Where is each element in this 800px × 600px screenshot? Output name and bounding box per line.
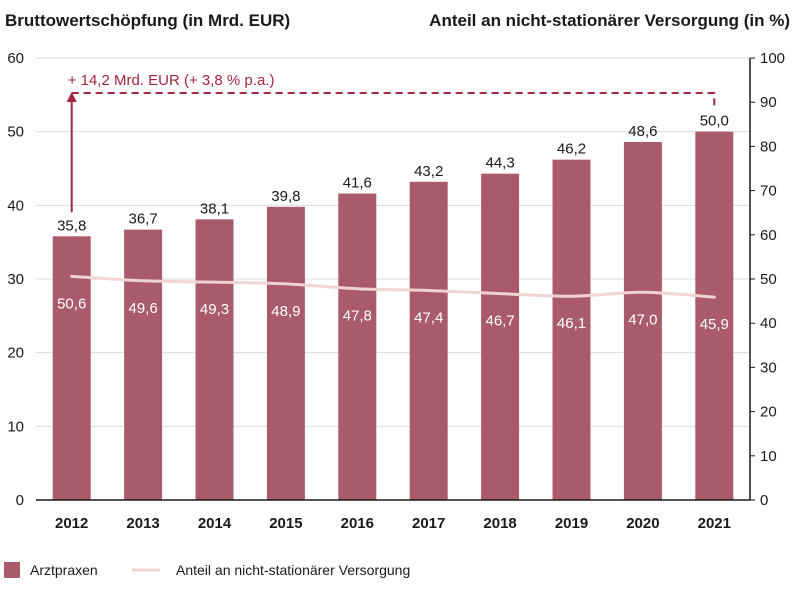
bar-value-label: 44,3	[485, 155, 514, 172]
right-tick-label: 90	[760, 94, 777, 111]
year-label: 2020	[626, 515, 659, 532]
annotation-text: + 14,2 Mrd. EUR (+ 3,8 % p.a.)	[68, 72, 275, 89]
right-tick-label: 100	[760, 50, 785, 67]
left-tick-label: 50	[7, 124, 24, 141]
line-value-label: 47,0	[628, 311, 657, 328]
legend-swatch-arztpraxen	[4, 562, 20, 578]
left-tick-label: 30	[7, 271, 24, 288]
bar	[52, 236, 91, 501]
right-tick-label: 40	[760, 315, 777, 332]
bar	[124, 229, 163, 501]
year-label: 2018	[483, 515, 516, 532]
bar-value-label: 35,8	[57, 217, 86, 234]
year-label: 2013	[126, 515, 159, 532]
left-tick-label: 40	[7, 197, 24, 214]
x-axis-labels: 2012 2013 2014 2015 2016 2017 2018 2019 2020 2021	[55, 515, 731, 532]
annotation-dashed-bracket	[71, 92, 716, 108]
bar	[481, 173, 520, 500]
left-axis-ticks: 0 10 20 30 40 50 60	[7, 50, 24, 509]
line-value-label: 46,7	[485, 313, 514, 330]
bar-series	[52, 131, 734, 501]
bar	[195, 219, 234, 500]
line-value-labels: 50,6 49,6 49,3 48,9 47,8 47,4 46,7 46,1 47,0 45,9	[57, 295, 729, 333]
line-value-label: 46,1	[557, 315, 586, 332]
left-tick-label: 20	[7, 345, 24, 362]
right-tick-label: 50	[760, 271, 777, 288]
legend-label-arztpraxen: Arztpraxen	[30, 562, 98, 578]
left-axis-title: Bruttowertschöpfung (in Mrd. EUR)	[5, 11, 290, 30]
bar-value-label: 39,8	[271, 188, 300, 205]
bar-value-label: 50,0	[700, 113, 729, 130]
bar	[409, 181, 448, 500]
growth-annotation: + 14,2 Mrd. EUR (+ 3,8 % p.a.)	[66, 72, 716, 213]
year-label: 2015	[269, 515, 302, 532]
bar-value-label: 46,2	[557, 141, 586, 158]
bar-value-label: 41,6	[343, 175, 372, 192]
line-value-label: 49,3	[200, 301, 229, 318]
left-tick-label: 0	[16, 492, 24, 509]
line-value-label: 47,8	[343, 308, 372, 325]
right-axis-title: Anteil an nicht-stationärer Versorgung (…	[429, 11, 790, 30]
bar	[266, 206, 305, 500]
line-value-label: 49,6	[128, 300, 157, 317]
year-label: 2021	[698, 515, 731, 532]
left-tick-label: 60	[7, 50, 24, 67]
bar-value-label: 48,6	[628, 123, 657, 140]
year-label: 2014	[198, 515, 232, 532]
year-label: 2012	[55, 515, 88, 532]
year-label: 2017	[412, 515, 445, 532]
right-tick-label: 10	[760, 448, 777, 465]
right-tick-label: 70	[760, 183, 777, 200]
right-tick-label: 30	[760, 359, 777, 376]
right-axis-ticks: 0 10 20 30 40 50 60 70 80 90 100	[750, 50, 785, 509]
line-value-label: 50,6	[57, 295, 86, 312]
right-tick-label: 60	[760, 227, 777, 244]
line-value-label: 45,9	[700, 316, 729, 333]
bar-value-labels: 35,8 36,7 38,1 39,8 41,6 43,2 44,3 46,2 48,6 50,0	[57, 113, 729, 235]
right-tick-label: 80	[760, 138, 777, 155]
bar	[695, 131, 734, 500]
right-tick-label: 0	[760, 492, 768, 509]
year-label: 2016	[341, 515, 374, 532]
bar	[623, 141, 662, 501]
year-label: 2019	[555, 515, 588, 532]
line-value-label: 47,4	[414, 309, 443, 326]
bar-value-label: 38,1	[200, 200, 229, 217]
right-tick-label: 20	[760, 404, 777, 421]
left-tick-label: 10	[7, 418, 24, 435]
legend-label-anteil: Anteil an nicht-stationärer Versorgung	[176, 562, 410, 578]
bar	[338, 193, 377, 500]
bar	[552, 159, 591, 500]
legend: Arztpraxen Anteil an nicht-stationärer V…	[4, 562, 410, 578]
bar-value-label: 43,2	[414, 163, 443, 180]
share-line	[70, 274, 716, 299]
bar-value-label: 36,7	[128, 211, 157, 228]
annotation-arrow-head	[66, 92, 77, 102]
line-value-label: 48,9	[271, 303, 300, 320]
